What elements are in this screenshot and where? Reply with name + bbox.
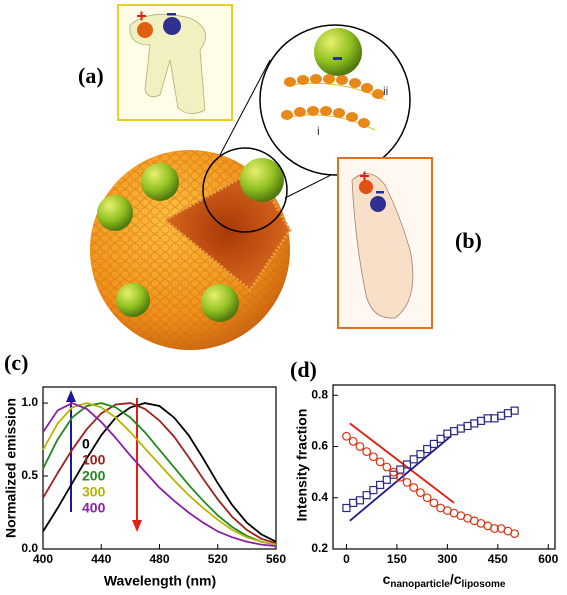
fit-line <box>349 422 455 504</box>
layer-label: i <box>317 124 320 138</box>
plot-frame <box>332 384 556 550</box>
data-point <box>436 434 445 443</box>
panel-label: (d) <box>290 357 317 382</box>
data-point <box>349 498 358 507</box>
x-tick-label: 560 <box>266 552 286 566</box>
data-point <box>355 442 365 451</box>
layer-label: ii <box>383 84 388 98</box>
data-point <box>395 472 405 482</box>
panel-label: (b) <box>455 228 482 253</box>
series-line <box>42 402 277 546</box>
x-tick-label: 300 <box>437 552 457 566</box>
x-tick-label: 450 <box>488 552 508 566</box>
data-point <box>483 414 492 423</box>
data-point <box>362 447 372 457</box>
y-axis-label: Normalized emission <box>3 398 19 538</box>
data-point <box>362 491 371 500</box>
data-point <box>416 450 425 459</box>
series-line <box>42 402 277 546</box>
x-tick-label: 520 <box>208 552 228 566</box>
legend-entry: 200 <box>82 468 106 484</box>
series-line <box>42 402 277 547</box>
data-point <box>456 424 465 433</box>
data-point <box>375 457 385 467</box>
y-tick-label: 0.5 <box>21 468 38 482</box>
data-point <box>369 485 378 495</box>
data-point <box>389 467 398 477</box>
data-point <box>409 455 418 464</box>
data-point <box>449 427 459 436</box>
legend-entry: 100 <box>82 452 106 468</box>
panel-label: (c) <box>4 350 28 375</box>
data-point <box>348 436 358 446</box>
data-point <box>476 416 486 425</box>
data-point <box>422 493 432 503</box>
illustration: ii i (a) (b) <box>78 4 482 350</box>
x-axis-label: cnanoparticle/cliposome <box>383 571 506 590</box>
y-tick-label: 0.4 <box>311 490 328 504</box>
data-point <box>497 411 506 420</box>
x-tick-label: 480 <box>149 552 169 566</box>
data-point <box>490 524 499 533</box>
legend-entry: 0 <box>82 436 90 452</box>
series-line <box>42 402 277 545</box>
data-point <box>402 460 412 469</box>
data-point <box>510 406 519 415</box>
data-point <box>402 477 412 487</box>
y-tick-label: 0.0 <box>21 541 38 555</box>
data-point <box>429 439 439 449</box>
data-point <box>382 462 392 472</box>
x-tick-label: 600 <box>538 552 558 566</box>
x-tick-label: 0 <box>343 552 350 566</box>
x-label-part: nanoparticle <box>390 579 450 590</box>
data-point <box>355 496 365 505</box>
data-point <box>368 452 378 462</box>
data-point <box>342 503 351 513</box>
y-tick-label: 0.2 <box>311 541 328 555</box>
y-tick-label: 1.0 <box>21 395 38 409</box>
x-label-part: /c <box>450 571 462 587</box>
data-point <box>429 498 439 508</box>
data-point <box>382 475 391 484</box>
x-label-part: c <box>383 571 391 587</box>
series-line <box>42 402 277 543</box>
data-point <box>503 409 513 418</box>
data-point <box>463 421 472 431</box>
x-tick-label: 150 <box>387 552 407 566</box>
panel-label: (a) <box>78 63 104 88</box>
x-tick-label: 440 <box>91 552 111 566</box>
y-axis-label: Intensity fraction <box>294 409 310 522</box>
data-point <box>342 431 351 441</box>
x-label-part: liposome <box>462 579 506 590</box>
x-axis-label: Wavelength (nm) <box>104 573 216 589</box>
data-point <box>409 483 419 492</box>
data-point <box>416 488 425 498</box>
y-tick-label: 0.6 <box>311 439 328 453</box>
data-point <box>470 419 479 428</box>
data-point <box>423 444 432 454</box>
legend-entry: 400 <box>82 500 106 516</box>
x-tick-label: 400 <box>33 552 53 566</box>
fit-line <box>349 435 452 522</box>
data-point <box>490 414 499 423</box>
data-point <box>375 480 385 490</box>
y-tick-label: 0.8 <box>311 387 328 401</box>
legend-entry: 300 <box>82 484 106 500</box>
data-point <box>510 529 520 539</box>
